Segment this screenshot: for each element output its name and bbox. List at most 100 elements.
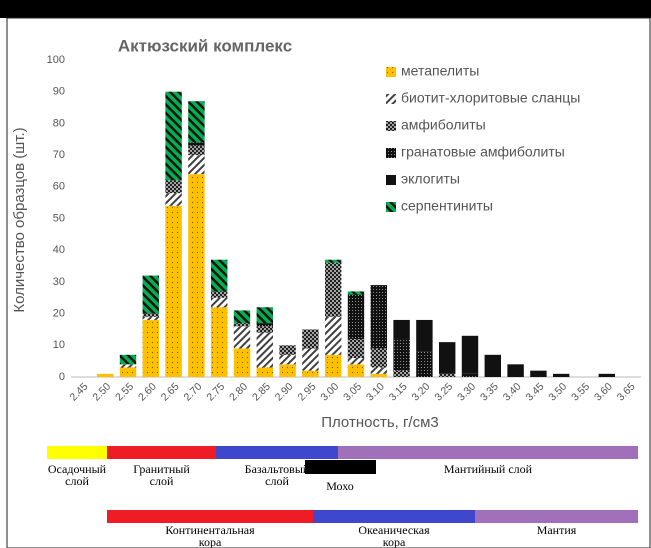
layer-bar [107,510,313,523]
y-tick-label: 100 [47,54,65,66]
layer-bar [475,510,638,523]
bar-segment [165,193,182,206]
legend-label: эклогиты [401,171,460,187]
y-tick-label: 80 [53,117,65,129]
bar-segment [416,319,433,352]
y-tick-label: 60 [53,181,65,193]
bar-segment [188,174,205,377]
y-tick-label: 20 [53,308,65,320]
bar-segment [256,332,274,368]
bar-segment [347,291,365,295]
layer-label: Континентальная [165,523,255,537]
legend-swatch [386,175,396,185]
bar-segment [507,364,524,377]
legend-label: серпентиниты [401,198,493,214]
bar-segment [256,367,274,377]
y-tick-label: 50 [53,212,65,224]
bar-segment [552,373,570,377]
bar-segment [279,364,296,377]
bar-segment [370,367,388,374]
y-tick-label: 90 [53,86,65,98]
bar-segment [142,275,160,314]
bar-segment [119,354,137,365]
layer-label: Океаническая [358,523,430,537]
bar-segment [188,155,205,175]
bar-segment [279,354,296,365]
layer-label: кора [383,535,406,548]
bar-segment [347,364,365,377]
bar-segment [210,307,228,377]
y-tick-label: 40 [53,244,65,256]
layer-label: Осадочный [48,462,107,476]
top-bar [0,0,651,18]
bar-segment [210,297,228,308]
layer-label: Гранитный [133,462,190,476]
legend-swatch [386,67,396,77]
bar-segment [256,307,274,324]
bar-segment [233,323,251,327]
bar-segment [210,259,228,292]
bar-segment [210,291,228,298]
bar-segment [461,373,479,377]
bar-segment [416,351,433,377]
layer-label: Мантийный слой [444,462,533,476]
bar-segment [324,262,342,317]
bar-segment [188,101,205,143]
chart-title: Актюзский комплекс [118,36,292,55]
bar-segment [165,91,182,181]
bar-segment [188,142,205,146]
legend-swatch [386,94,396,104]
layer-bar [47,446,107,459]
legend-label: биотит-хлоритовые сланцы [401,90,580,106]
bar-segment [370,285,388,349]
y-tick-label: 30 [53,276,65,288]
x-axis-title: Плотность, г/см3 [321,414,439,431]
bar-segment [370,373,388,377]
bar-segment [370,348,388,368]
layer-bar [313,510,475,523]
bar-segment [438,373,456,377]
y-axis-title: Количество образцов (шт.) [11,127,28,312]
bar-segment [302,348,319,371]
bar-segment [302,370,319,377]
layer-label: слой [265,474,289,488]
bar-segment [347,338,365,358]
legend-label: метапелиты [401,63,479,79]
bar-segment [393,338,410,371]
bar-segment [233,348,251,377]
bar-segment [347,294,365,339]
layer-label: кора [199,535,222,548]
bar-segment [142,319,160,377]
legend-label: амфиболиты [401,117,486,133]
bar-segment [324,354,342,377]
legend-label: гранатовые амфиболиты [401,144,565,160]
bar-segment [165,205,182,377]
bar-segment [302,329,319,349]
bar-segment [188,145,205,156]
bar-segment [142,313,160,317]
bar-segment [233,326,251,349]
bar-segment [165,180,182,194]
bar-segment [96,373,114,377]
layer-label: Базальтовый [245,462,310,476]
legend-swatch [386,148,396,158]
bar-segment [324,316,342,355]
layer-bar [338,446,638,459]
bar-segment [256,326,274,333]
layer-label: Мантия [537,523,577,537]
bar-segment [279,345,296,355]
y-tick-label: 10 [53,339,65,351]
layer-label: слой [150,474,174,488]
bar-segment [347,357,365,365]
layer-label: слой [65,474,89,488]
bar-segment [598,373,616,377]
bar-segment [233,310,251,324]
bar-segment [324,259,342,263]
bar-segment [530,370,547,377]
y-tick-label: 70 [53,149,65,161]
moho-label: Мохо [326,479,354,493]
bar-segment [142,316,160,320]
bar-segment [484,354,502,377]
y-tick-label: 0 [59,371,65,383]
